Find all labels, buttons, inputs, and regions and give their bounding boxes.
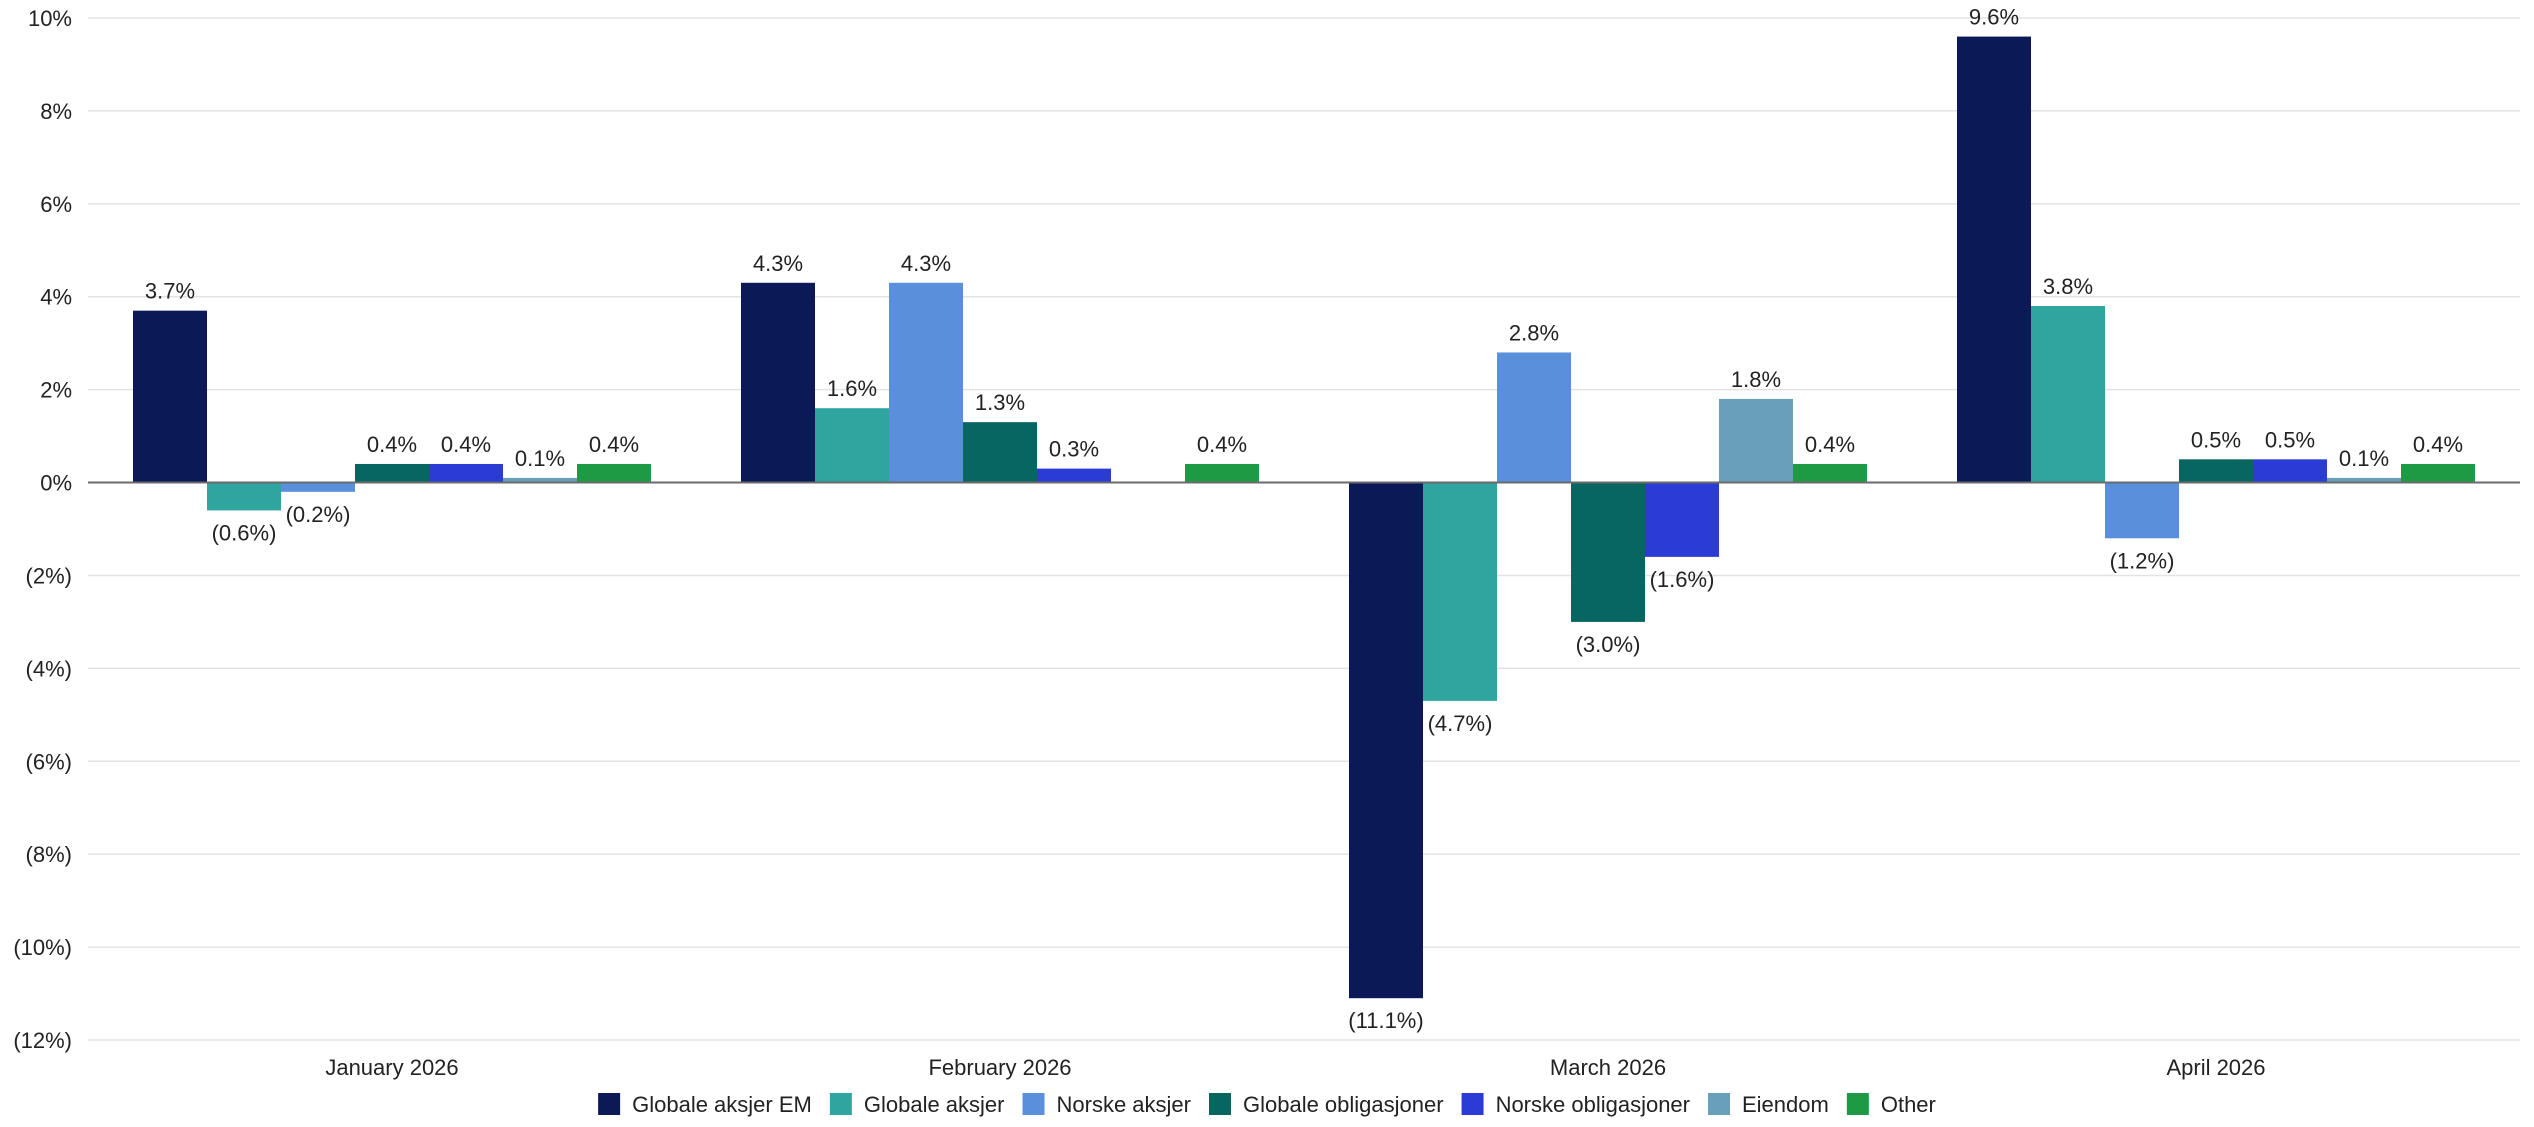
x-tick-label: March 2026 bbox=[1550, 1055, 1666, 1080]
y-tick-label: (10%) bbox=[13, 935, 72, 960]
data-label: 3.8% bbox=[2043, 274, 2093, 299]
data-label: (4.7%) bbox=[1428, 711, 1493, 736]
legend-swatch bbox=[598, 1093, 621, 1115]
legend-swatch bbox=[1022, 1093, 1045, 1115]
bar bbox=[2401, 463, 2475, 483]
legend-swatch bbox=[1208, 1093, 1231, 1115]
y-tick-label: 6% bbox=[40, 192, 72, 217]
y-tick-label: 0% bbox=[40, 471, 72, 496]
bar bbox=[815, 408, 889, 483]
bar bbox=[503, 477, 577, 483]
data-label: 0.4% bbox=[1805, 432, 1855, 457]
bar bbox=[429, 463, 503, 483]
y-tick-label: 2% bbox=[40, 378, 72, 403]
data-label: 3.7% bbox=[145, 279, 195, 304]
data-label: 1.3% bbox=[975, 390, 1025, 415]
bar bbox=[2031, 306, 2105, 483]
data-label: 4.3% bbox=[901, 251, 951, 276]
bar bbox=[2253, 459, 2327, 483]
y-tick-label: (4%) bbox=[26, 656, 72, 681]
legend-swatch bbox=[1708, 1093, 1731, 1115]
bar bbox=[1719, 398, 1793, 483]
data-labels: 3.7% (0.6%) (0.2%) 0.4% 0.4% 0.1% 0.4% 4.3% 1.6%… bbox=[145, 5, 2463, 1034]
bar bbox=[2327, 477, 2401, 483]
legend: Globale aksjer EM Globale aksjer Norske ak… bbox=[598, 1092, 1936, 1117]
data-label: 4.3% bbox=[753, 251, 803, 276]
bar bbox=[1349, 482, 1423, 999]
bar bbox=[1957, 36, 2031, 483]
data-label: (3.0%) bbox=[1576, 632, 1641, 657]
x-tick-label: April 2026 bbox=[2166, 1055, 2265, 1080]
bars bbox=[133, 36, 2475, 999]
bar bbox=[1037, 468, 1111, 483]
data-label: (1.2%) bbox=[2110, 548, 2175, 573]
bar bbox=[1497, 352, 1571, 483]
data-label: 9.6% bbox=[1969, 5, 2019, 30]
y-tick-label: (12%) bbox=[13, 1028, 72, 1053]
legend-label: Globale aksjer bbox=[864, 1092, 1005, 1117]
y-tick-label: (6%) bbox=[26, 749, 72, 774]
bar bbox=[1645, 482, 1719, 557]
bar bbox=[963, 422, 1037, 483]
data-label: 2.8% bbox=[1509, 320, 1559, 345]
legend-swatch bbox=[829, 1093, 852, 1115]
y-tick-label: 10% bbox=[28, 6, 72, 31]
bar bbox=[2179, 459, 2253, 483]
bar bbox=[1793, 463, 1867, 483]
bar bbox=[741, 282, 815, 483]
y-tick-label: (8%) bbox=[26, 842, 72, 867]
data-label: 1.6% bbox=[827, 376, 877, 401]
data-label: 0.4% bbox=[2413, 432, 2463, 457]
data-label: 0.4% bbox=[367, 432, 417, 457]
data-label: 1.8% bbox=[1731, 367, 1781, 392]
data-label: (0.2%) bbox=[286, 502, 351, 527]
bar bbox=[355, 463, 429, 483]
legend-swatch bbox=[1846, 1093, 1869, 1115]
legend-label: Norske aksjer bbox=[1057, 1092, 1191, 1117]
bar bbox=[577, 463, 651, 483]
data-label: (0.6%) bbox=[212, 520, 277, 545]
data-label: 0.3% bbox=[1049, 437, 1099, 462]
x-tick-label: January 2026 bbox=[325, 1055, 458, 1080]
y-tick-label: 4% bbox=[40, 285, 72, 310]
legend-label: Norske obligasjoner bbox=[1496, 1092, 1690, 1117]
data-label: 0.5% bbox=[2191, 427, 2241, 452]
data-label: 0.1% bbox=[515, 446, 565, 471]
bar bbox=[1423, 482, 1497, 701]
bar bbox=[1185, 463, 1259, 483]
legend-swatch bbox=[1461, 1093, 1484, 1115]
data-label: 0.4% bbox=[1197, 432, 1247, 457]
bar bbox=[2105, 482, 2179, 539]
bar bbox=[281, 482, 355, 492]
legend-label: Globale aksjer EM bbox=[632, 1092, 812, 1117]
data-label: 0.1% bbox=[2339, 446, 2389, 471]
y-tick-label: 8% bbox=[40, 99, 72, 124]
bar bbox=[133, 310, 207, 483]
legend-label: Eiendom bbox=[1742, 1092, 1829, 1117]
data-label: 0.4% bbox=[589, 432, 639, 457]
data-label: (1.6%) bbox=[1650, 567, 1715, 592]
bar bbox=[1571, 482, 1645, 622]
bar bbox=[889, 282, 963, 483]
data-label: (11.1%) bbox=[1348, 1008, 1423, 1033]
bar bbox=[207, 482, 281, 511]
legend-label: Globale obligasjoner bbox=[1243, 1092, 1444, 1117]
data-label: 0.5% bbox=[2265, 427, 2315, 452]
x-tick-label: February 2026 bbox=[928, 1055, 1071, 1080]
gridlines bbox=[88, 17, 2520, 1041]
x-axis-tick-labels: January 2026 February 2026 March 2026 April… bbox=[325, 1055, 2265, 1080]
y-tick-label: (2%) bbox=[26, 563, 72, 588]
y-axis-tick-labels: 10% 8% 6% 4% 2% 0% (2%) (4%) (6%) (8%) (10%) (12%) bbox=[13, 6, 72, 1053]
legend-label: Other bbox=[1881, 1092, 1936, 1117]
data-label: 0.4% bbox=[441, 432, 491, 457]
